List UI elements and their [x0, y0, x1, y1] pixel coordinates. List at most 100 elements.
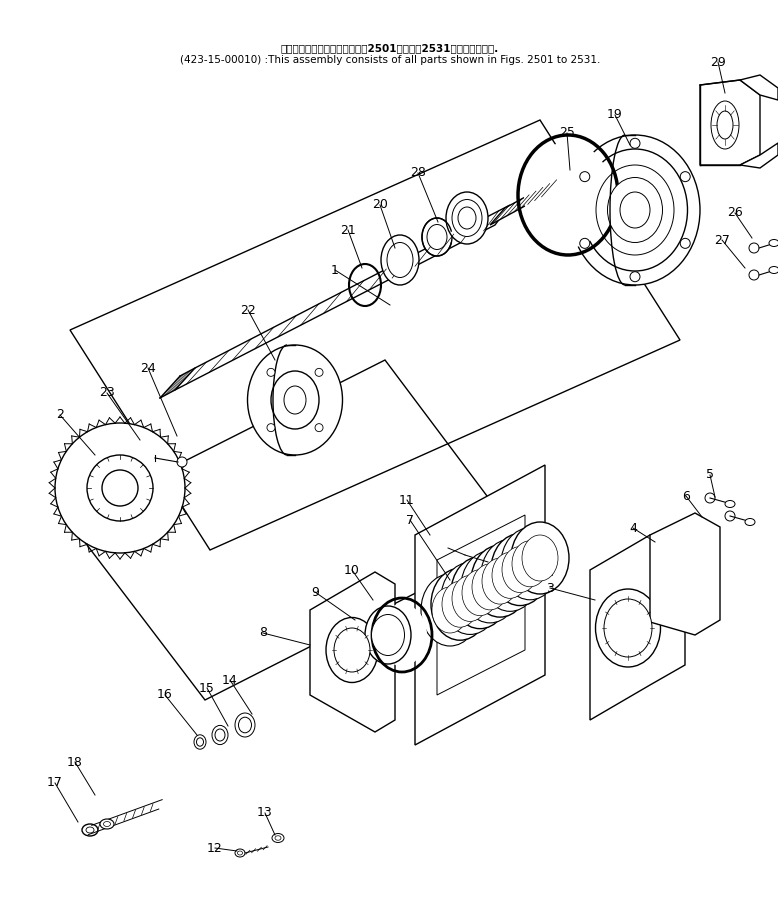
Text: 11: 11 [399, 493, 415, 507]
Ellipse shape [583, 149, 688, 271]
Ellipse shape [452, 200, 482, 237]
Ellipse shape [492, 553, 528, 599]
Text: 20: 20 [372, 199, 388, 212]
Text: 24: 24 [140, 362, 156, 374]
Ellipse shape [284, 386, 306, 414]
Ellipse shape [100, 819, 114, 829]
Text: 10: 10 [344, 563, 360, 577]
Ellipse shape [717, 111, 733, 139]
Circle shape [749, 243, 759, 253]
Ellipse shape [502, 546, 538, 592]
Text: 2: 2 [56, 409, 64, 421]
Ellipse shape [452, 575, 488, 621]
Text: 6: 6 [682, 490, 690, 502]
Text: 19: 19 [607, 109, 623, 122]
Circle shape [267, 368, 275, 376]
Ellipse shape [212, 725, 228, 744]
Ellipse shape [472, 564, 508, 610]
Ellipse shape [197, 738, 204, 746]
Circle shape [580, 172, 590, 182]
Circle shape [580, 238, 590, 248]
Ellipse shape [235, 713, 255, 737]
Ellipse shape [271, 371, 319, 429]
Ellipse shape [512, 541, 548, 587]
Circle shape [725, 511, 735, 521]
Circle shape [267, 424, 275, 432]
Ellipse shape [421, 574, 479, 646]
Ellipse shape [446, 192, 488, 244]
Text: 21: 21 [340, 223, 356, 237]
Ellipse shape [275, 836, 281, 841]
Circle shape [102, 470, 138, 506]
Polygon shape [650, 513, 720, 635]
Ellipse shape [462, 570, 498, 616]
Ellipse shape [511, 522, 569, 594]
Polygon shape [490, 178, 560, 225]
Circle shape [315, 368, 323, 376]
Ellipse shape [769, 266, 778, 274]
Ellipse shape [326, 617, 378, 682]
Text: 23: 23 [99, 386, 115, 400]
Polygon shape [590, 535, 685, 720]
Circle shape [680, 172, 690, 182]
Ellipse shape [471, 545, 529, 617]
Ellipse shape [595, 589, 661, 667]
Text: 7: 7 [406, 514, 414, 526]
Ellipse shape [377, 604, 427, 666]
Ellipse shape [431, 568, 489, 640]
Ellipse shape [215, 729, 225, 741]
Text: 18: 18 [67, 755, 83, 769]
Polygon shape [310, 572, 395, 732]
Text: 3: 3 [546, 581, 554, 595]
Text: 8: 8 [259, 626, 267, 640]
Ellipse shape [387, 242, 413, 277]
Circle shape [749, 270, 759, 280]
Text: 4: 4 [629, 521, 637, 535]
Polygon shape [740, 75, 778, 100]
Text: 9: 9 [311, 586, 319, 598]
Ellipse shape [237, 851, 243, 855]
Ellipse shape [427, 224, 447, 249]
Ellipse shape [482, 558, 518, 604]
Circle shape [177, 457, 187, 467]
Ellipse shape [239, 717, 251, 733]
Ellipse shape [451, 557, 509, 629]
Ellipse shape [596, 165, 674, 255]
Ellipse shape [272, 833, 284, 842]
Ellipse shape [422, 218, 452, 256]
Ellipse shape [103, 822, 110, 826]
Circle shape [55, 423, 185, 553]
Ellipse shape [501, 527, 559, 599]
Circle shape [315, 424, 323, 432]
Text: 29: 29 [710, 56, 726, 68]
Text: 16: 16 [157, 688, 173, 701]
Circle shape [705, 493, 715, 503]
Text: 26: 26 [727, 206, 743, 220]
Ellipse shape [247, 345, 342, 455]
Ellipse shape [745, 518, 755, 526]
Ellipse shape [522, 535, 558, 581]
Polygon shape [740, 143, 778, 168]
Ellipse shape [769, 239, 778, 247]
Text: 12: 12 [207, 842, 223, 854]
Ellipse shape [725, 500, 735, 508]
Ellipse shape [570, 135, 700, 285]
Circle shape [87, 455, 153, 521]
Ellipse shape [86, 827, 94, 833]
Text: 15: 15 [199, 681, 215, 695]
Text: 1: 1 [331, 264, 339, 276]
Text: 27: 27 [714, 233, 730, 247]
Text: 17: 17 [47, 777, 63, 789]
Text: 14: 14 [223, 673, 238, 687]
Ellipse shape [381, 235, 419, 285]
Text: 22: 22 [240, 303, 256, 317]
Ellipse shape [481, 539, 539, 611]
Ellipse shape [458, 207, 476, 229]
Ellipse shape [194, 734, 206, 749]
Text: 13: 13 [257, 806, 273, 820]
Ellipse shape [372, 615, 405, 655]
Ellipse shape [604, 599, 652, 657]
Text: このアセンブリの構成部品は第2501図から第2531図まで含みます.: このアセンブリの構成部品は第2501図から第2531図まで含みます. [281, 43, 499, 53]
Ellipse shape [491, 534, 549, 606]
Polygon shape [415, 465, 545, 745]
